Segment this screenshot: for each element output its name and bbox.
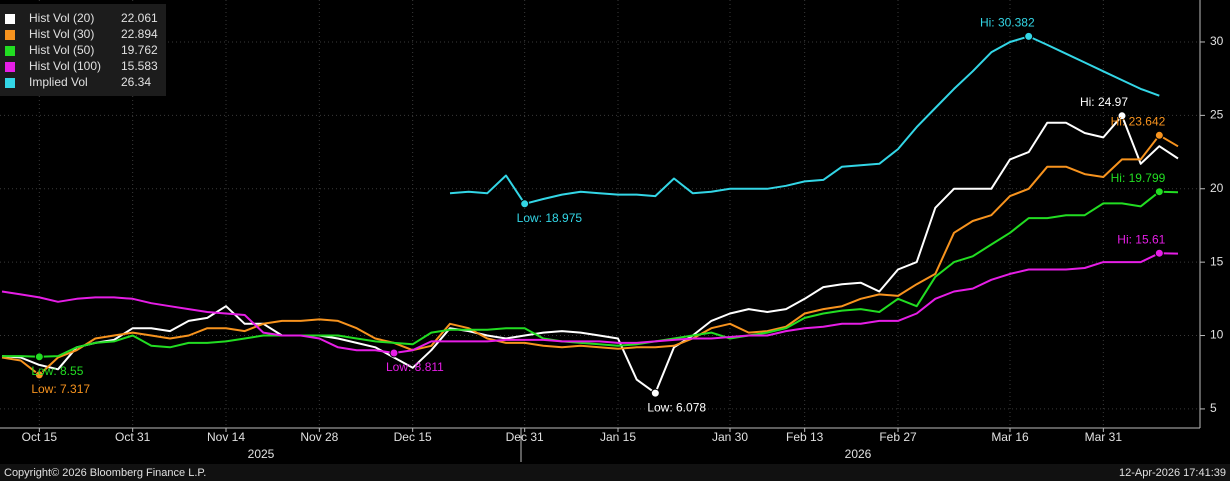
- legend-label: Hist Vol (20): [29, 11, 94, 25]
- footer-bar: [0, 464, 1230, 481]
- value-label: Low: 7.317: [31, 382, 90, 396]
- value-label: Low: 6.078: [647, 400, 706, 414]
- extreme-point: [389, 348, 399, 358]
- copyright: Copyright© 2026 Bloomberg Finance L.P.: [4, 467, 206, 479]
- x-tick-label: Oct 15: [22, 430, 58, 444]
- x-tick-label: Nov 28: [300, 430, 338, 444]
- legend-label: Implied Vol: [29, 75, 88, 89]
- value-label: Low: 8.55: [31, 364, 83, 378]
- legend-swatch: [5, 78, 15, 88]
- x-tick-label: Jan 30: [712, 430, 748, 444]
- series-line: [1, 134, 1179, 376]
- x-tick-label: Nov 14: [207, 430, 245, 444]
- legend-box: [0, 4, 166, 96]
- y-tick-label: 5: [1210, 401, 1217, 415]
- extreme-point: [34, 370, 44, 380]
- x-tick-label: Mar 16: [991, 430, 1029, 444]
- series-line: [1, 114, 1179, 395]
- value-label: Hi: 24.97: [1080, 95, 1128, 109]
- legend-swatch: [5, 62, 15, 72]
- value-label: Low: 18.975: [517, 211, 583, 225]
- value-label: Hi: 30.382: [980, 16, 1035, 30]
- legend-value: 19.762: [121, 43, 158, 57]
- legend: Hist Vol (20) 22.061 Hist Vol (30) 22.894 Hi…: [0, 4, 166, 96]
- x-tick-label: Dec 31: [506, 430, 544, 444]
- x-tick-label: Feb 13: [786, 430, 824, 444]
- legend-label: Hist Vol (100): [29, 59, 101, 73]
- x-tick-label: Oct 31: [115, 430, 151, 444]
- value-label: Hi: 19.799: [1111, 171, 1166, 185]
- value-label: Low: 8.811: [386, 360, 444, 374]
- x-tick-label: Feb 27: [879, 430, 917, 444]
- y-tick-label: 10: [1210, 328, 1224, 342]
- legend-swatch: [5, 14, 15, 24]
- y-tick-label: 20: [1210, 181, 1224, 195]
- timestamp: 12-Apr-2026 17:41:39: [1119, 467, 1226, 479]
- extreme-point: [650, 388, 660, 398]
- series-line: [449, 35, 1160, 205]
- y-tick-label: 25: [1210, 108, 1224, 122]
- year-label: 2026: [845, 447, 872, 461]
- legend-label: Hist Vol (50): [29, 43, 94, 57]
- extreme-point: [1024, 31, 1034, 41]
- series-line: [1, 252, 1179, 354]
- x-tick-label: Dec 15: [394, 430, 432, 444]
- value-label: Hi: 23.642: [1111, 114, 1166, 128]
- legend-label: Hist Vol (30): [29, 27, 94, 41]
- y-tick-label: 30: [1210, 34, 1224, 48]
- extreme-point: [1154, 248, 1164, 258]
- x-tick-label: Jan 15: [600, 430, 636, 444]
- legend-swatch: [5, 46, 15, 56]
- extreme-point: [34, 352, 44, 362]
- legend-value: 22.061: [121, 11, 158, 25]
- extreme-point: [1154, 187, 1164, 197]
- legend-value: 15.583: [121, 59, 158, 73]
- legend-value: 22.894: [121, 27, 158, 41]
- x-tick-label: Mar 31: [1085, 430, 1123, 444]
- extreme-point: [520, 199, 530, 209]
- extreme-point: [1154, 130, 1164, 140]
- series-line: [2, 190, 1179, 358]
- y-tick-label: 15: [1210, 254, 1224, 268]
- year-label: 2025: [248, 447, 275, 461]
- extreme-point: [1117, 111, 1127, 121]
- legend-swatch: [5, 30, 15, 40]
- value-label: Hi: 15.61: [1117, 232, 1165, 246]
- legend-value: 26.34: [121, 75, 151, 89]
